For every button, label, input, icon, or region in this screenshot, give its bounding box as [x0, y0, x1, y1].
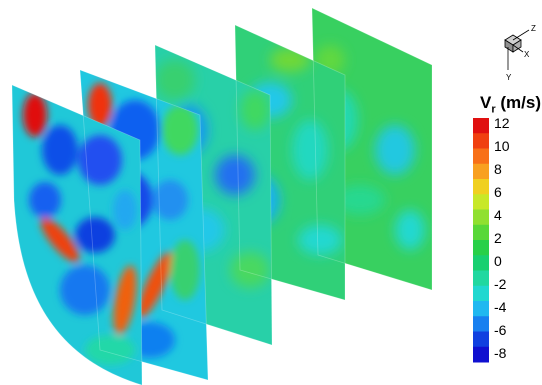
colorbar-tick-label: 4 [494, 207, 502, 223]
colorbar-swatch [473, 255, 489, 271]
axes-triad: Z X Y [504, 24, 536, 82]
colorbar-swatch [473, 270, 489, 287]
colorbar-swatch [473, 285, 489, 302]
colorbar-tick-label: -6 [494, 322, 507, 338]
colorbar-swatch [473, 209, 489, 226]
colorbar-swatch [473, 240, 489, 256]
triad-box-right [512, 39, 522, 53]
colorbar-tick-label: 12 [494, 115, 510, 131]
colorbar-title: Vr (m/s) [480, 93, 541, 115]
colorbar-tick-label: -8 [494, 345, 507, 361]
colorbar-tick-label: 6 [494, 184, 502, 200]
colorbar-subscript: r [491, 103, 496, 116]
colorbar-tick-label: 10 [494, 138, 510, 154]
triad-label-x: X [524, 50, 530, 59]
colorbar-swatch [473, 148, 489, 165]
colorbar-swatch [473, 133, 489, 149]
colorbar-swatch [473, 346, 489, 363]
slice-1 [12, 85, 142, 385]
colorbar-tick-label: 0 [494, 253, 502, 269]
slice-outlines [11, 7, 433, 385]
triad-label-z: Z [531, 24, 536, 33]
colorbar-swatch [473, 194, 489, 210]
colorbar-tick-label: 8 [494, 161, 502, 177]
colorbar-swatch [473, 179, 489, 195]
colorbar [473, 118, 489, 363]
colorbar-tick-label: 2 [494, 230, 502, 246]
colorbar-swatch [473, 224, 489, 241]
triad-label-y: Y [506, 73, 512, 82]
colorbar-swatch [473, 163, 489, 180]
colorbar-variable: V [480, 93, 492, 112]
colorbar-swatch [473, 316, 489, 332]
colorbar-tick-label: -4 [494, 299, 507, 315]
colorbar-swatch [473, 331, 489, 348]
colorbar-swatch [473, 301, 489, 317]
colorbar-swatch [473, 118, 489, 134]
colorbar-tick-label: -2 [494, 276, 507, 292]
colorbar-unit: (m/s) [500, 93, 541, 112]
